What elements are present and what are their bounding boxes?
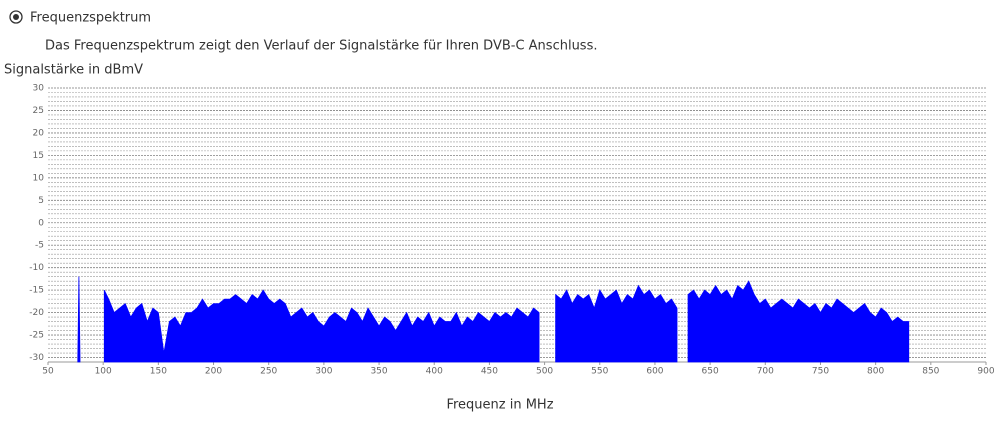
spectrum-area	[103, 289, 540, 363]
y-tick-label: -15	[29, 286, 44, 296]
x-tick-label: 750	[812, 367, 829, 377]
x-tick-label: 800	[867, 367, 884, 377]
y-tick-label: -5	[35, 241, 44, 251]
spectrum-area	[555, 284, 678, 363]
y-tick-label: 20	[33, 128, 45, 138]
y-tick-label: -20	[29, 308, 44, 318]
y-tick-label: -10	[29, 263, 44, 273]
x-tick-label: 350	[370, 367, 387, 377]
x-tick-label: 550	[591, 367, 608, 377]
x-tick-label: 100	[95, 367, 112, 377]
x-tick-label: 50	[42, 367, 54, 377]
x-tick-label: 650	[702, 367, 719, 377]
y-tick-label: 0	[38, 218, 44, 228]
x-tick-label: 850	[922, 367, 939, 377]
x-tick-label: 600	[646, 367, 663, 377]
y-tick-label: -25	[29, 331, 44, 341]
spectrum-area	[77, 276, 81, 363]
y-tick-label: 15	[33, 151, 44, 161]
x-tick-label: 250	[260, 367, 277, 377]
description: Das Frequenzspektrum zeigt den Verlauf d…	[45, 39, 598, 54]
x-tick-label: 450	[481, 367, 498, 377]
y-axis-label: Signalstärke in dBmV	[4, 63, 143, 78]
x-tick-label: 300	[315, 367, 332, 377]
spectrum-area	[687, 280, 910, 363]
y-tick-label: 10	[33, 173, 45, 183]
x-tick-label: 700	[757, 367, 774, 377]
y-tick-label: 25	[33, 106, 44, 116]
x-tick-label: 900	[977, 367, 994, 377]
option-label[interactable]: Frequenzspektrum	[30, 11, 151, 26]
x-tick-label: 500	[536, 367, 553, 377]
x-axis-label: Frequenz in MHz	[446, 398, 553, 413]
x-tick-label: 200	[205, 367, 222, 377]
radio-dot	[13, 14, 19, 20]
x-tick-label: 150	[150, 367, 167, 377]
x-tick-label: 400	[426, 367, 443, 377]
y-tick-label: 30	[33, 84, 45, 94]
y-tick-label: 5	[38, 196, 44, 206]
y-tick-label: -30	[29, 353, 44, 363]
